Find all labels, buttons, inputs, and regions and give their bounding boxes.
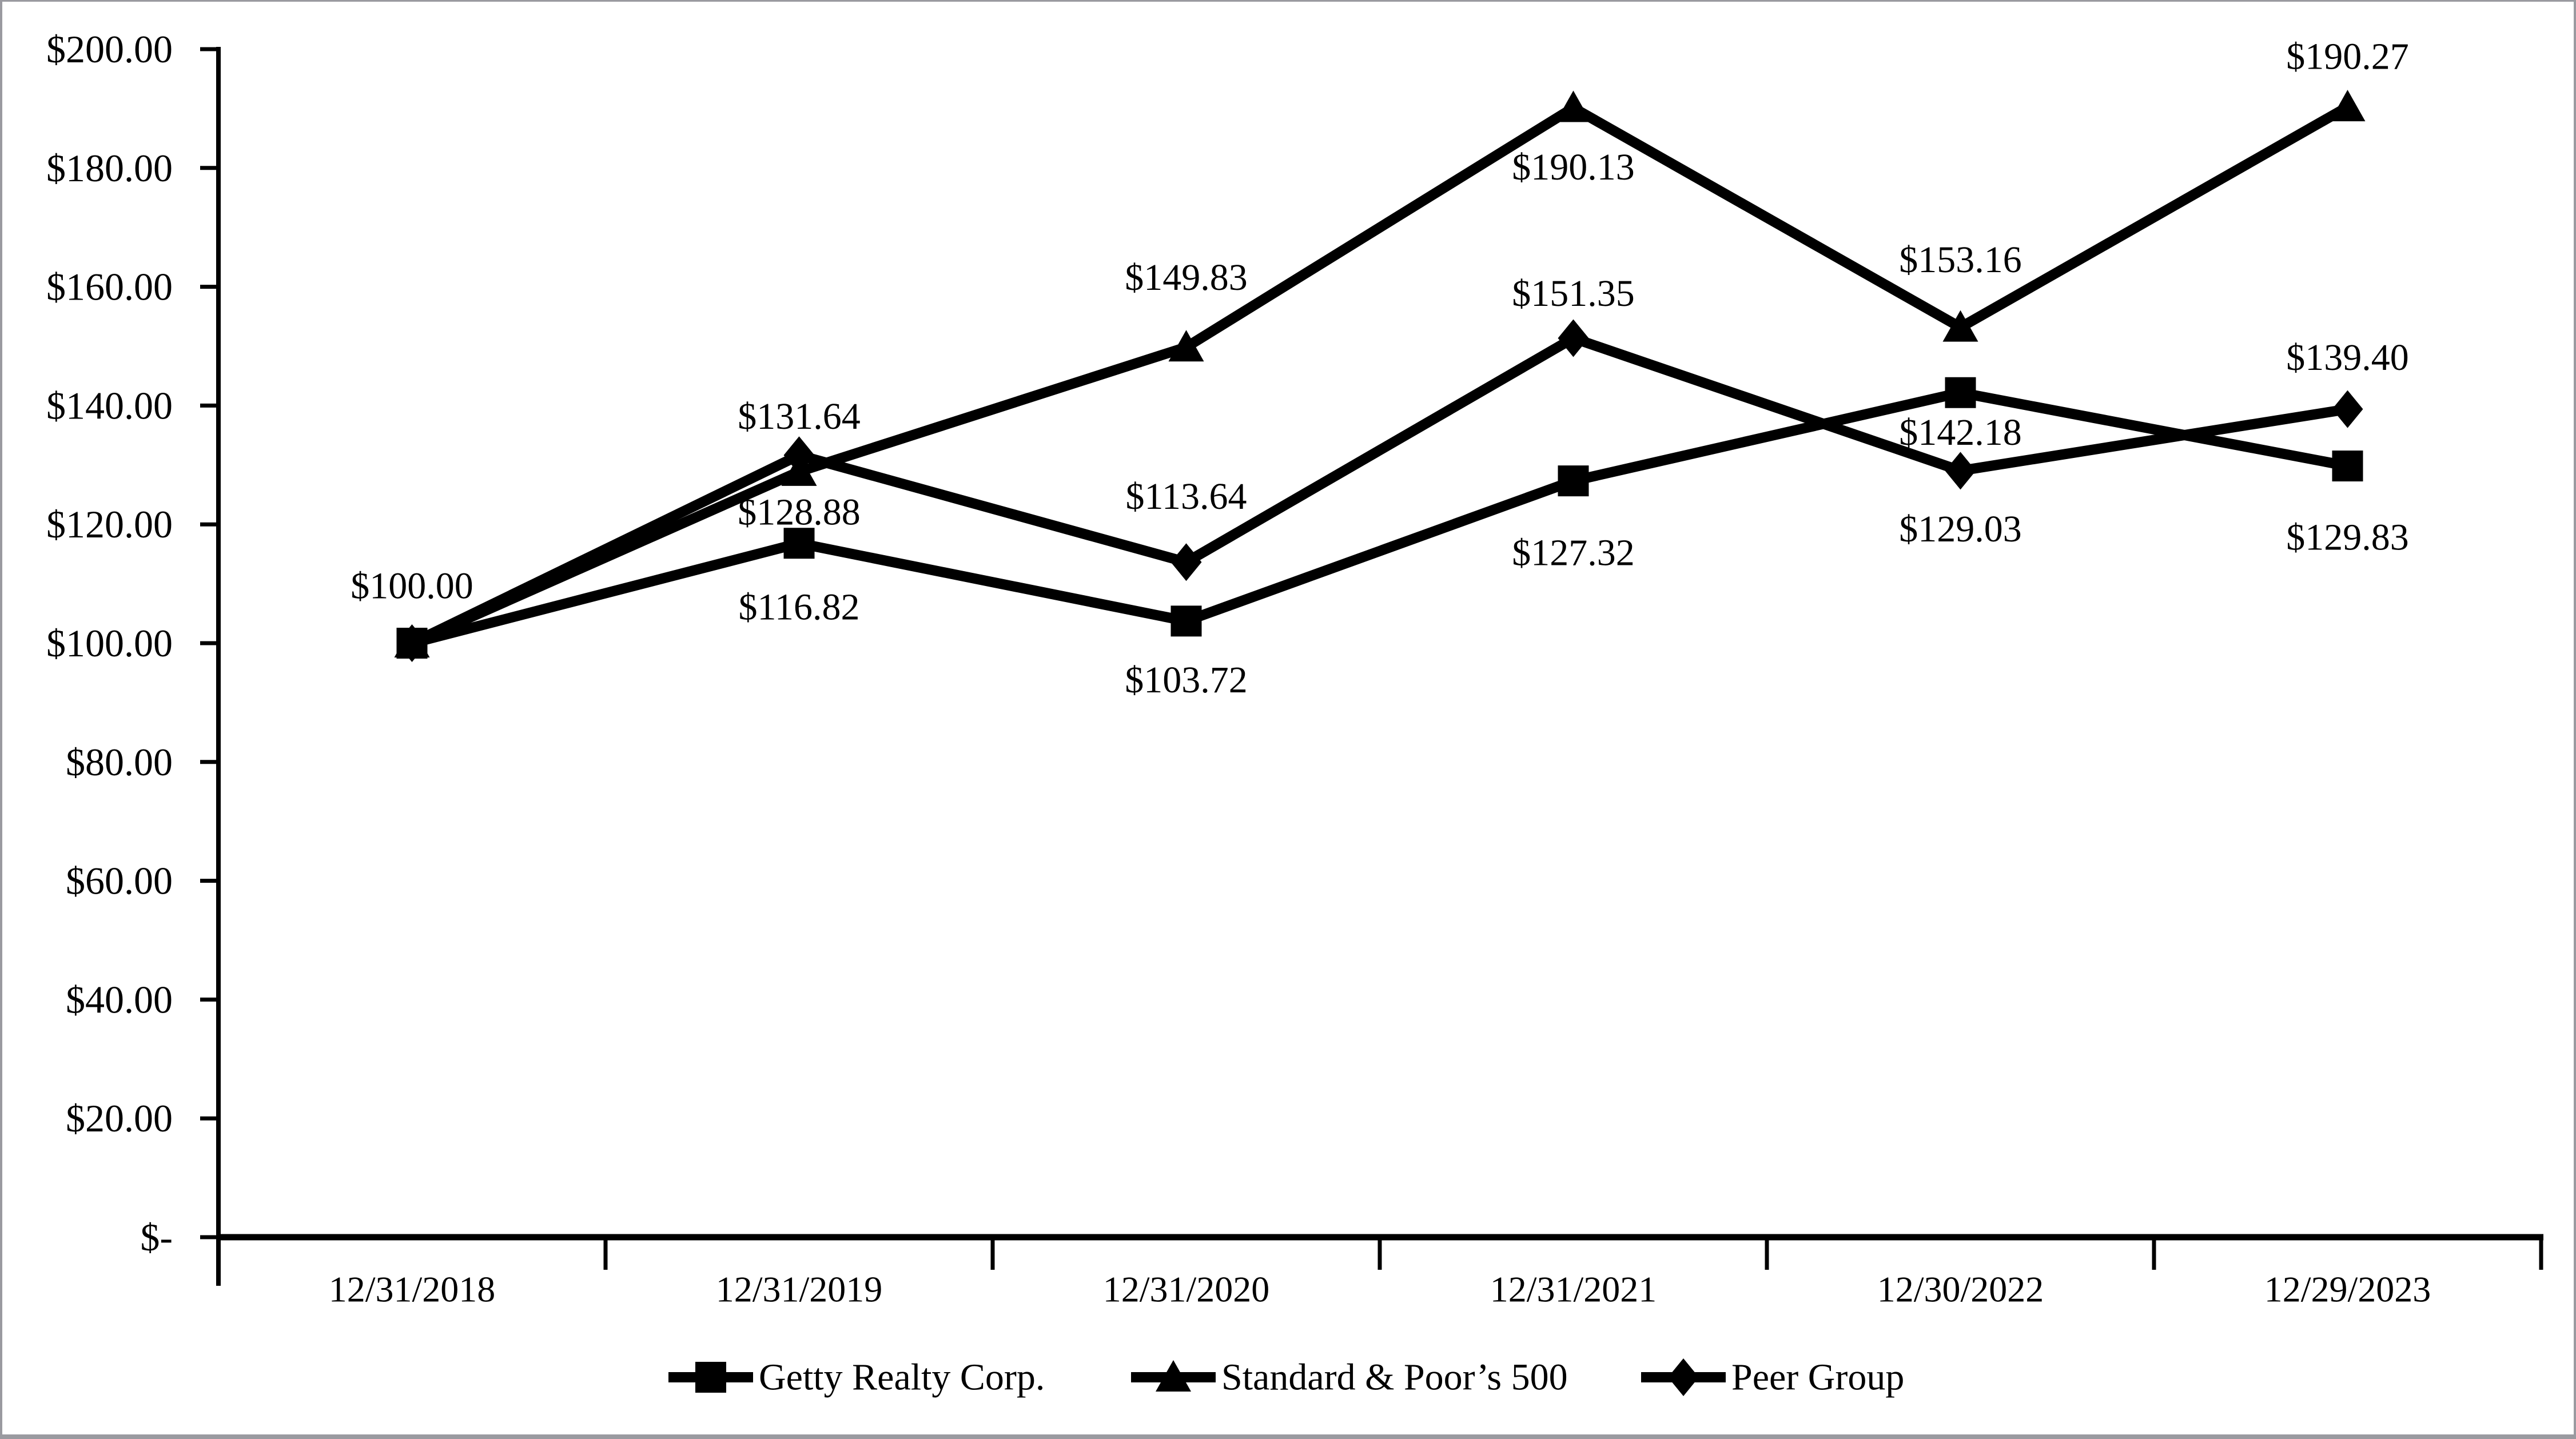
data-label-standard-poor-s-500: $149.83	[1125, 257, 1248, 298]
data-label-standard-poor-s-500: $128.88	[738, 491, 861, 533]
y-tick-label: $200.00	[46, 27, 173, 71]
data-label-peer-group: $113.64	[1125, 476, 1247, 517]
y-tick-label: $-	[140, 1215, 173, 1259]
data-label-getty-realty-corp: $116.82	[738, 587, 859, 628]
series-marker-getty-realty-corp	[783, 528, 815, 559]
series-marker-peer-group	[1945, 452, 1976, 490]
y-tick-label: $40.00	[66, 978, 173, 1021]
data-label-peer-group: $129.03	[1899, 508, 2022, 550]
x-axis-label: 12/31/2018	[329, 1269, 496, 1310]
series-line-peer-group	[409, 332, 2348, 648]
data-label-getty-realty-corp: $129.83	[2286, 517, 2409, 559]
legend-marker-getty-realty-corp	[695, 1362, 726, 1393]
legend-label-getty-realty-corp: Getty Realty Corp.	[759, 1357, 1045, 1398]
series-marker-getty-realty-corp	[1945, 377, 1976, 408]
data-label-getty-realty-corp: $127.32	[1512, 532, 1635, 574]
data-label-getty-realty-corp: $103.72	[1125, 659, 1248, 701]
series-marker-peer-group	[396, 624, 428, 662]
series-marker-peer-group	[1558, 319, 1589, 357]
legend-marker-standard-poor-s-500	[1156, 1360, 1191, 1392]
y-tick-label: $80.00	[66, 740, 173, 784]
x-axis-label: 12/31/2021	[1490, 1269, 1657, 1310]
y-tick-label: $160.00	[46, 265, 173, 309]
series-marker-getty-realty-corp	[2332, 451, 2363, 482]
x-axis-label: 12/30/2022	[1877, 1269, 2044, 1310]
data-label-getty-realty-corp: $100.00	[351, 565, 473, 607]
data-label-standard-poor-s-500: $190.13	[1512, 146, 1635, 188]
series-marker-peer-group	[1170, 543, 1202, 581]
series-marker-standard-poor-s-500	[2330, 90, 2366, 122]
series-marker-standard-poor-s-500	[1555, 90, 1591, 122]
data-label-peer-group: $139.40	[2286, 337, 2409, 378]
data-label-standard-poor-s-500: $190.27	[2286, 36, 2409, 78]
legend-marker-peer-group	[1668, 1358, 1699, 1396]
y-tick-label: $60.00	[66, 859, 173, 903]
legend-label-standard-poor-s-500: Standard & Poor’s 500	[1221, 1357, 1568, 1398]
y-tick-label: $180.00	[46, 146, 173, 190]
y-tick-label: $120.00	[46, 503, 173, 546]
y-tick-label: $100.00	[46, 621, 173, 665]
series-line-standard-poor-s-500	[409, 102, 2350, 648]
data-label-peer-group: $151.35	[1512, 273, 1635, 314]
x-axis-label: 12/31/2019	[716, 1269, 883, 1310]
legend-label-peer-group: Peer Group	[1731, 1357, 1904, 1398]
series-marker-getty-realty-corp	[1558, 465, 1589, 497]
y-tick-label: $140.00	[46, 384, 173, 427]
x-axis-label: 12/31/2020	[1103, 1269, 1270, 1310]
series-marker-getty-realty-corp	[1170, 605, 1202, 637]
data-label-getty-realty-corp: $142.18	[1899, 412, 2022, 453]
series-marker-peer-group	[2332, 390, 2363, 428]
series-marker-standard-poor-s-500	[1942, 310, 1978, 342]
data-label-peer-group: $131.64	[738, 396, 861, 437]
series-marker-standard-poor-s-500	[1168, 330, 1204, 362]
series-marker-peer-group	[783, 436, 815, 475]
y-tick-label: $20.00	[66, 1097, 173, 1140]
data-label-standard-poor-s-500: $153.16	[1899, 239, 2022, 281]
x-axis-label: 12/29/2023	[2264, 1269, 2431, 1310]
series-line-getty-realty-corp	[411, 387, 2349, 648]
